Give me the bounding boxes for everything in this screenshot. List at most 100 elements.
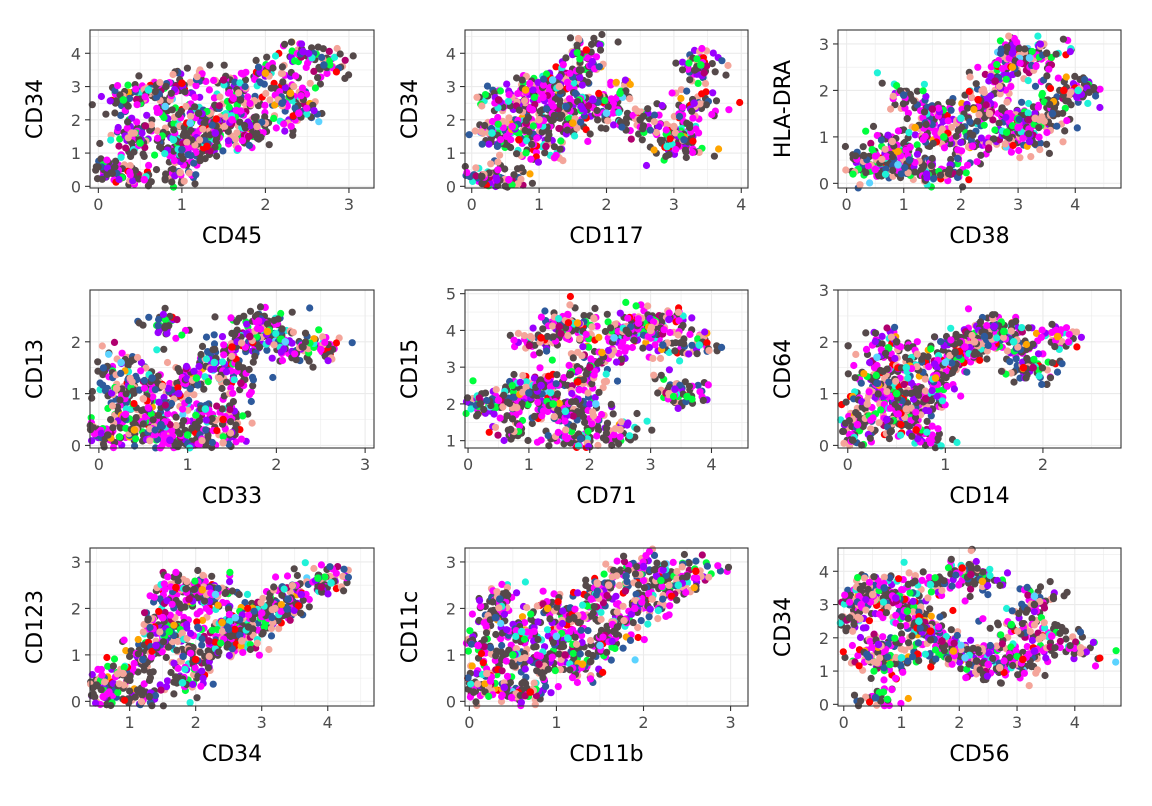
- cloud-point: [202, 426, 210, 434]
- cloud-point: [1003, 43, 1011, 51]
- cloud-point: [627, 135, 635, 143]
- data-point: [602, 109, 611, 117]
- cloud-point: [154, 322, 162, 330]
- cloud-point: [1016, 59, 1024, 67]
- cloud-point: [948, 123, 956, 131]
- cloud-point: [513, 74, 521, 82]
- cloud-point: [508, 415, 517, 423]
- cloud-point: [239, 412, 247, 420]
- cloud-point: [160, 431, 168, 439]
- cloud-point: [972, 80, 980, 88]
- cloud-point: [133, 118, 141, 126]
- cloud-point: [241, 76, 250, 84]
- cloud-point: [911, 168, 919, 176]
- cloud-point: [245, 365, 253, 374]
- cloud-point: [311, 84, 319, 92]
- x-tick-label: 0: [467, 195, 477, 214]
- cloud-point: [675, 112, 684, 121]
- cloud-point: [607, 95, 615, 103]
- cloud-point: [225, 103, 233, 111]
- cloud-point: [496, 414, 504, 422]
- data-point: [494, 396, 503, 405]
- data-point: [537, 381, 545, 390]
- cloud-point: [584, 137, 592, 145]
- cloud-point: [593, 432, 601, 440]
- cloud-point: [246, 99, 254, 108]
- cloud-point: [555, 124, 563, 133]
- cloud-point: [602, 436, 610, 444]
- x-tick-label: 3: [646, 455, 656, 474]
- cloud-point: [688, 107, 696, 115]
- data-point: [136, 139, 144, 147]
- cloud-point: [704, 381, 712, 389]
- cloud-point: [1002, 75, 1010, 83]
- cloud-point: [222, 368, 230, 376]
- data-point: [299, 47, 307, 56]
- cloud-point: [501, 165, 509, 173]
- x-tick-label: 1: [534, 195, 544, 214]
- cloud-point: [635, 130, 643, 138]
- data-point: [148, 374, 156, 382]
- cloud-point: [485, 428, 493, 436]
- x-tick-label: 3: [360, 455, 370, 474]
- cloud-point: [571, 89, 580, 97]
- cloud-point: [646, 126, 654, 134]
- cloud-point: [584, 427, 592, 436]
- cloud-point: [129, 387, 137, 395]
- cloud-point: [1007, 83, 1015, 91]
- cloud-point: [866, 179, 874, 187]
- cloud-point: [206, 61, 214, 69]
- cloud-point: [310, 67, 318, 75]
- cloud-point: [526, 79, 534, 87]
- cloud-point: [913, 150, 922, 158]
- x-axis-title: CD38: [949, 224, 1009, 249]
- cloud-point: [688, 314, 696, 322]
- data-point: [905, 156, 914, 164]
- cloud-point: [536, 107, 544, 115]
- cloud-point: [522, 116, 530, 125]
- cloud-point: [170, 126, 178, 134]
- cloud-point: [211, 313, 219, 321]
- cloud-point: [650, 146, 658, 154]
- cloud-point: [510, 336, 518, 344]
- cloud-point: [494, 431, 502, 439]
- cloud-point: [140, 376, 148, 385]
- cloud-point: [208, 121, 216, 129]
- cloud-point: [226, 406, 234, 414]
- cloud-point: [973, 158, 981, 166]
- cloud-point: [712, 97, 721, 105]
- cloud-point: [588, 323, 596, 331]
- cloud-point: [532, 153, 540, 161]
- cloud-point: [228, 352, 236, 360]
- cloud-point: [268, 354, 276, 362]
- cloud-point: [183, 64, 191, 72]
- cloud-point: [237, 339, 246, 347]
- cloud-point: [253, 129, 261, 137]
- cloud-point: [576, 55, 584, 63]
- cloud-point: [117, 369, 125, 377]
- cloud-point: [598, 410, 606, 419]
- cloud-point: [1009, 141, 1017, 150]
- cloud-point: [291, 57, 299, 65]
- cloud-point: [332, 68, 340, 76]
- cloud-point: [575, 367, 583, 375]
- data-point: [922, 170, 931, 178]
- cloud-point: [319, 45, 327, 53]
- cloud-point: [231, 330, 239, 338]
- data-point: [246, 332, 254, 341]
- cloud-point: [507, 136, 515, 144]
- y-tick-label: 3: [446, 78, 456, 97]
- data-point: [528, 106, 537, 114]
- y-tick-label: 2: [819, 81, 829, 100]
- cloud-point: [559, 61, 567, 69]
- cloud-point: [279, 78, 287, 86]
- cloud-point: [230, 94, 238, 103]
- cloud-point: [210, 94, 218, 102]
- cloud-point: [151, 386, 159, 394]
- cloud-point: [124, 360, 132, 368]
- cloud-point: [250, 113, 258, 122]
- cloud-point: [235, 361, 243, 369]
- cloud-point: [540, 75, 548, 83]
- data-point: [1025, 137, 1034, 146]
